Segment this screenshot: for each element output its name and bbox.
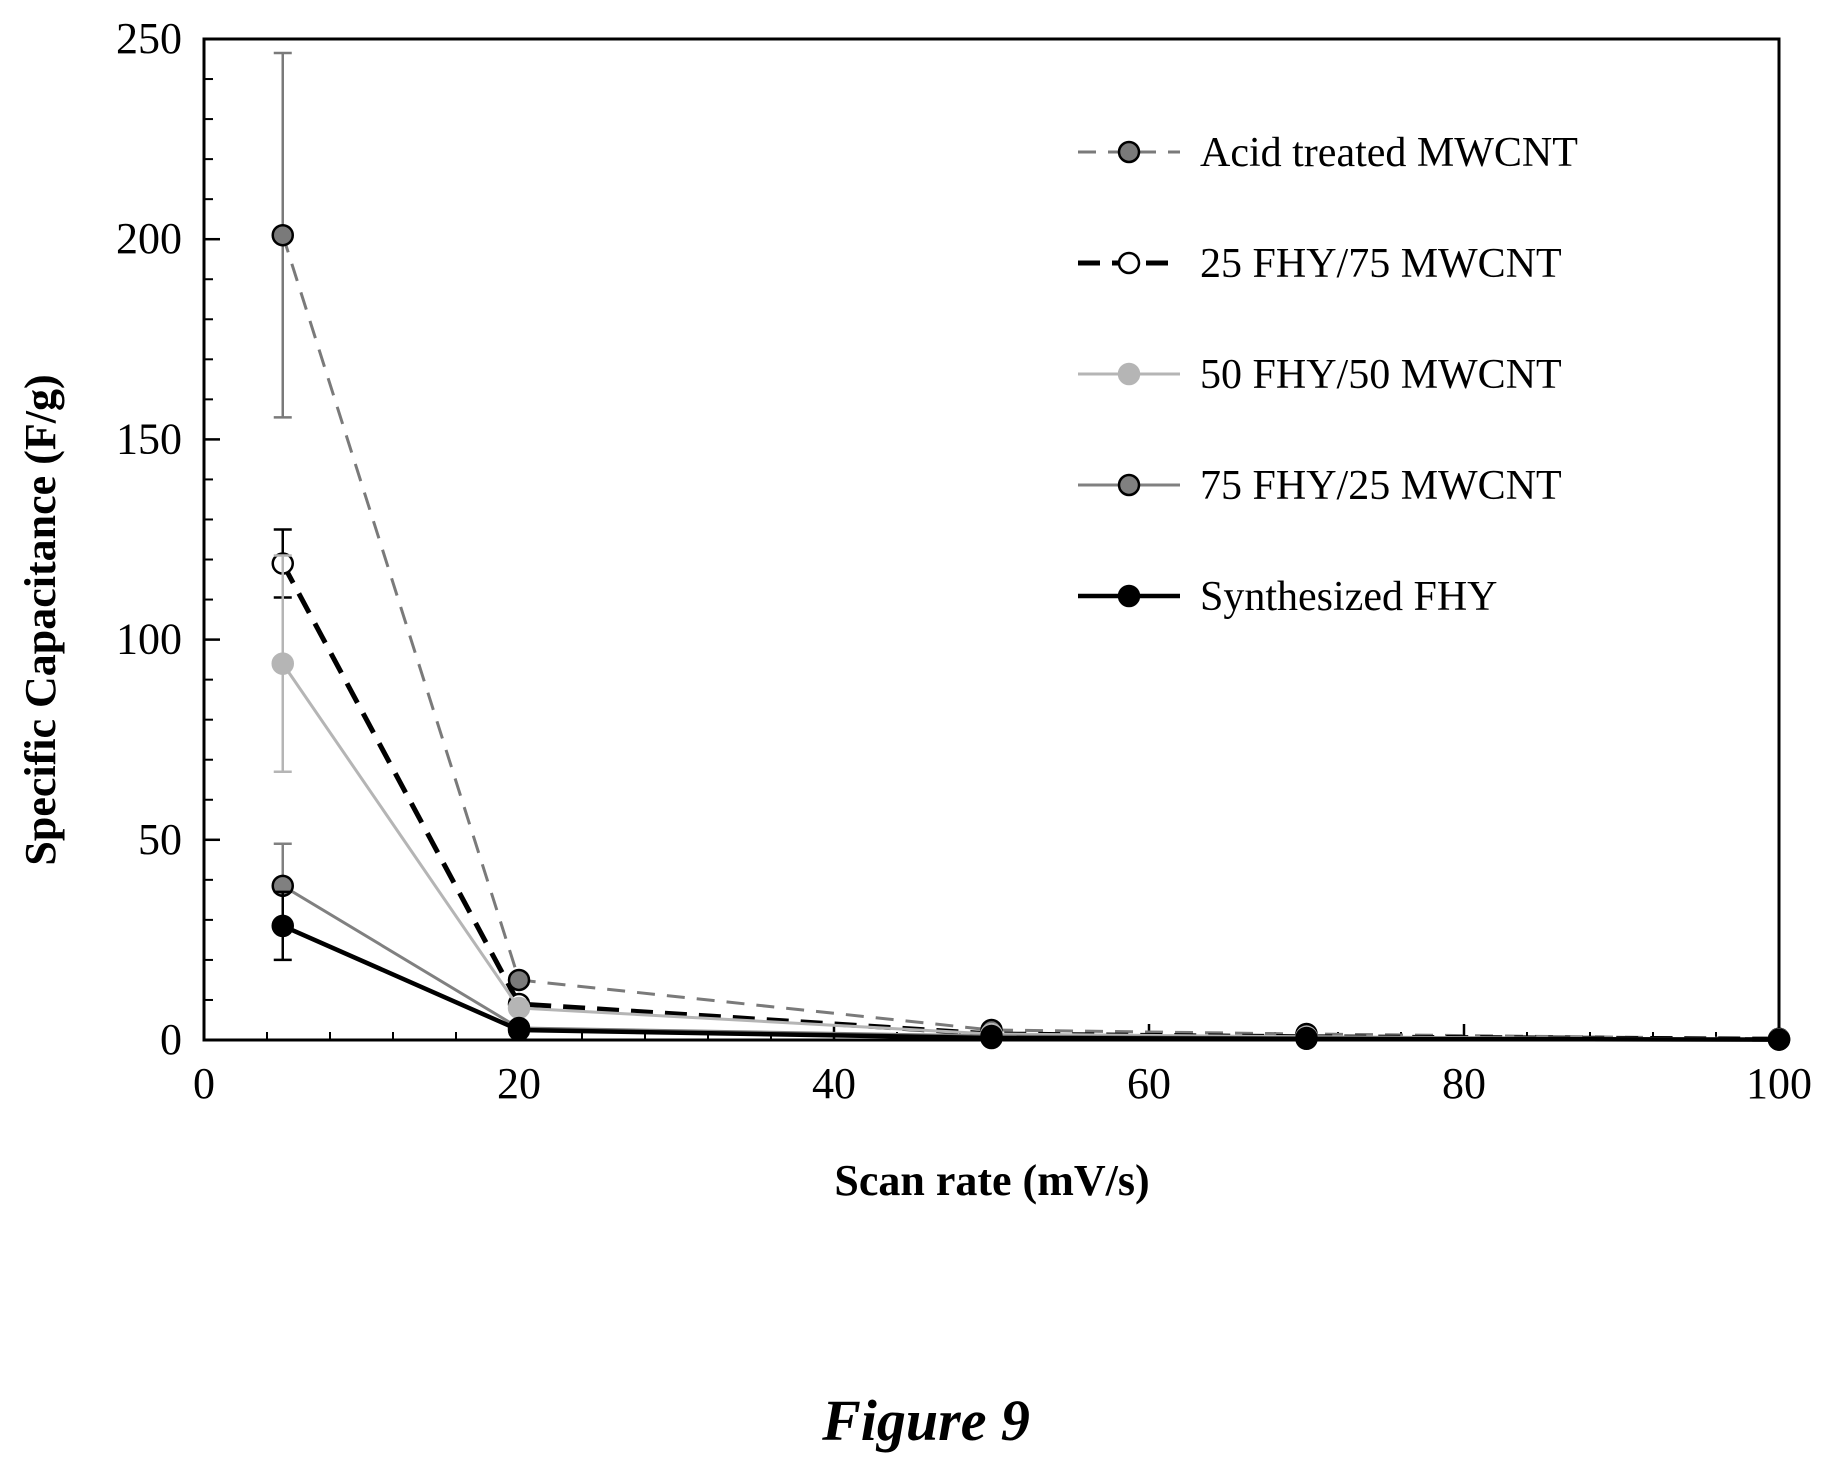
series-line: [281, 234, 1780, 1041]
series-line: [281, 884, 1780, 1042]
series-line: [281, 923, 1780, 1042]
series-line: [280, 562, 1780, 1042]
series-1: [271, 51, 1791, 1051]
data-point: [1767, 1028, 1791, 1051]
legend-label: 25 FHY/75 MWCNT: [1200, 241, 1562, 287]
legend-item: 25 FHY/75 MWCNT: [1078, 241, 1562, 287]
data-point: [507, 996, 531, 1020]
series-layer: [271, 51, 1791, 1051]
legend-label: Synthesized FHY: [1200, 574, 1498, 620]
legend-swatch-marker: [1117, 584, 1141, 608]
data-point: [271, 652, 294, 675]
series-3: [271, 554, 1791, 1051]
x-tick-label: 60: [1127, 1059, 1171, 1108]
x-tick-label: 80: [1442, 1059, 1486, 1108]
series-5: [271, 890, 1791, 1051]
y-axis-title: Specific Capacitance (F/g): [16, 374, 65, 865]
plot-frame: [202, 37, 1781, 1042]
legend-item: 50 FHY/50 MWCNT: [1078, 352, 1562, 398]
x-tick-label: 0: [193, 1059, 215, 1108]
series-2: [271, 528, 1791, 1051]
axes: 0 20 40 60 80 100 0 50 100 150 200 250: [116, 14, 1812, 1108]
data-point: [507, 968, 531, 992]
x-tick-label: 40: [812, 1059, 856, 1108]
legend-swatch-marker: [1117, 473, 1141, 497]
x-tick-label: 100: [1746, 1059, 1812, 1108]
y-tick-label: 250: [116, 14, 182, 63]
legend-item: Acid treated MWCNT: [1078, 130, 1578, 176]
legend-swatch-marker: [1117, 140, 1141, 164]
data-point: [1295, 1027, 1318, 1051]
x-tick-label: 20: [497, 1059, 541, 1108]
data-point: [271, 223, 294, 247]
legend-item: Synthesized FHY: [1078, 574, 1498, 620]
legend-label: 75 FHY/25 MWCNT: [1200, 463, 1562, 509]
series-line: [281, 662, 1780, 1041]
legend-swatch-marker: [1117, 251, 1141, 275]
figure-caption: Figure 9: [821, 1388, 1030, 1453]
series-4: [271, 842, 1791, 1051]
x-axis-title: Scan rate (mV/s): [834, 1156, 1149, 1205]
legend-swatch-marker: [1117, 362, 1141, 386]
legend-label: Acid treated MWCNT: [1200, 130, 1578, 176]
legend: Acid treated MWCNT 25 FHY/75 MWCNT 50 FHY/…: [1078, 130, 1578, 620]
legend-item: 75 FHY/25 MWCNT: [1078, 463, 1562, 509]
legend-label: 50 FHY/50 MWCNT: [1200, 352, 1562, 398]
data-point: [271, 914, 294, 938]
y-tick-label: 100: [116, 615, 182, 664]
y-tick-label: 200: [116, 214, 182, 263]
y-tick-label: 150: [116, 414, 182, 463]
y-tick-label: 50: [138, 815, 182, 864]
data-point: [507, 1018, 531, 1042]
y-tick-label: 0: [160, 1015, 182, 1064]
data-point: [980, 1026, 1003, 1050]
